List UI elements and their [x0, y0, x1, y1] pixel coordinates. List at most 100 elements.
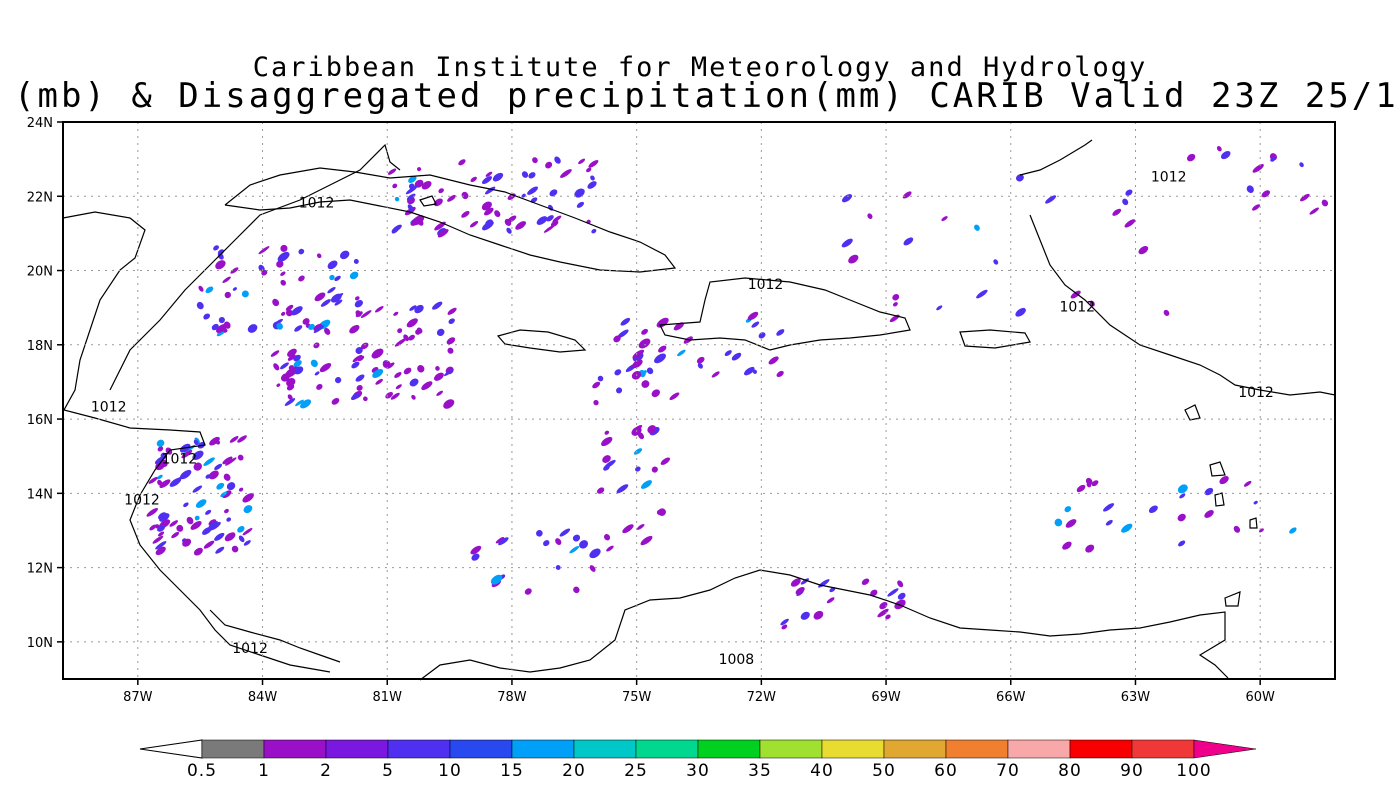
precip-cell — [209, 436, 220, 446]
precip-cell — [363, 396, 368, 402]
precip-cell — [795, 586, 805, 595]
precip-cell — [280, 244, 288, 252]
precip-cell — [277, 251, 290, 262]
precip-cell — [622, 524, 634, 534]
precip-cell — [293, 360, 302, 368]
precip-cell — [1220, 150, 1231, 160]
precip-cell — [444, 369, 454, 377]
precip-cell — [205, 509, 212, 515]
precip-cell — [226, 482, 236, 491]
precip-cell — [394, 338, 407, 347]
precip-cell — [696, 356, 705, 364]
precip-cell — [724, 350, 732, 357]
precip-cell — [640, 480, 652, 489]
precip-cell — [279, 362, 289, 370]
precip-cell — [291, 306, 303, 316]
precip-cell — [295, 399, 304, 407]
precip-cell — [751, 321, 760, 328]
colorbar-label: 30 — [686, 761, 710, 781]
precip-cell — [330, 293, 342, 303]
panama-coastline — [209, 609, 341, 663]
precip-cell — [521, 171, 529, 178]
trinidad-coastline — [1224, 591, 1241, 607]
precip-cell — [616, 484, 629, 494]
precip-cell — [559, 528, 571, 537]
precip-cell — [414, 304, 424, 314]
precip-cell — [434, 372, 444, 381]
isobar-label: 1008 — [719, 652, 755, 668]
precip-cell — [287, 354, 296, 361]
precip-cell — [1299, 162, 1304, 168]
precip-cell — [861, 578, 870, 585]
precip-cell — [327, 260, 338, 270]
precip-cell — [447, 307, 457, 315]
precip-cell — [180, 469, 192, 480]
precip-cell — [159, 479, 171, 488]
coastline-layer — [62, 139, 1336, 681]
precip-cell — [1070, 290, 1081, 299]
precip-cell — [887, 588, 899, 597]
colorbar-label: 0.5 — [187, 761, 217, 781]
precip-cell — [1062, 541, 1072, 550]
precip-cell — [313, 342, 320, 349]
precip-cell — [314, 371, 320, 376]
precip-cell — [461, 191, 469, 200]
precip-cell — [276, 322, 284, 330]
precip-cell — [543, 540, 550, 547]
precip-cell — [242, 527, 253, 536]
precip-cell — [407, 204, 414, 211]
atlantic-isobar-coast — [1029, 214, 1336, 396]
precip-cell — [196, 301, 204, 310]
precip-cell — [658, 345, 667, 353]
precip-cell — [232, 287, 237, 291]
precip-cell — [415, 329, 421, 335]
precip-cell — [331, 397, 340, 405]
precip-cell — [604, 430, 610, 435]
precip-cell — [222, 490, 232, 499]
precip-cell — [638, 338, 651, 349]
precip-cell — [1261, 190, 1271, 198]
colorbar-label: 60 — [934, 761, 958, 781]
precip-cell — [494, 210, 501, 218]
precip-cell — [258, 246, 270, 255]
precip-cell — [319, 363, 332, 373]
precip-cell — [1289, 527, 1297, 534]
precip-cell — [202, 527, 212, 535]
precip-cell — [576, 201, 585, 208]
precip-cell — [186, 516, 194, 525]
precip-cell — [203, 540, 215, 549]
precip-cell — [528, 172, 536, 179]
precip-cell — [193, 439, 199, 446]
precip-cell — [387, 168, 397, 175]
precip-cell — [1091, 480, 1099, 487]
precip-cell — [394, 196, 400, 202]
precip-cell — [1015, 307, 1026, 317]
precip-cell — [157, 524, 166, 532]
colorbar-swatch — [1007, 739, 1071, 759]
grid-layer — [63, 121, 1335, 679]
colorbar-swatch — [201, 739, 265, 759]
precip-cell — [574, 188, 585, 198]
precip-cell — [209, 521, 221, 531]
isobar-label: 1012 — [162, 452, 198, 468]
precip-cell — [790, 578, 801, 587]
precip-cell — [1204, 510, 1214, 518]
precip-cell — [406, 318, 418, 328]
precip-cell — [314, 292, 326, 302]
precip-cell — [436, 328, 445, 337]
precip-cell — [543, 224, 555, 233]
precip-cell — [800, 578, 810, 585]
yucatan-east-coastline — [109, 143, 401, 391]
precip-cell — [1054, 518, 1063, 527]
precip-cell — [1253, 500, 1258, 505]
precip-cell — [294, 325, 303, 332]
precip-cell — [436, 390, 444, 396]
precip-cell — [194, 515, 200, 521]
precip-cell — [1065, 519, 1077, 528]
precip-cell — [356, 384, 363, 391]
precip-cell — [620, 317, 631, 326]
precip-cell — [593, 399, 599, 406]
precip-cell — [579, 540, 589, 549]
precip-cell — [169, 520, 179, 527]
precip-cell — [203, 457, 215, 466]
